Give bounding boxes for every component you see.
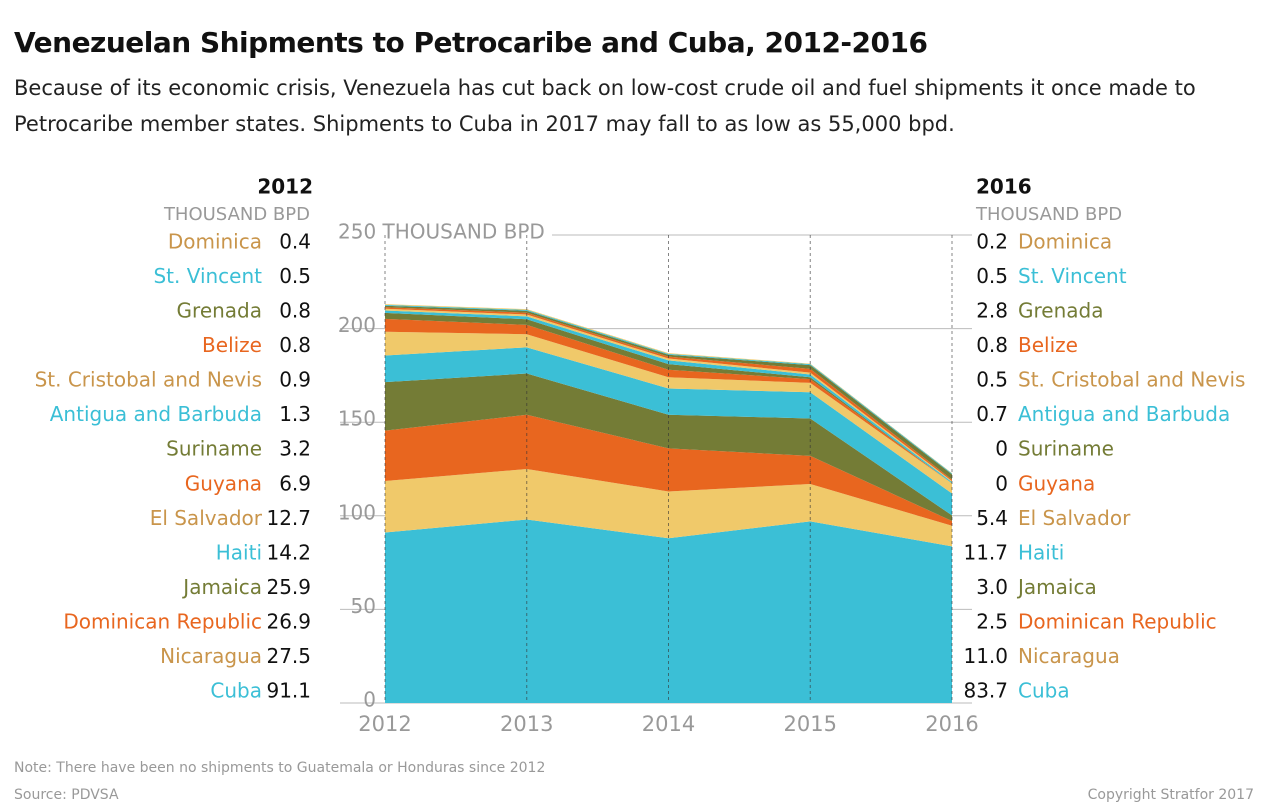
value-label: 0.8 — [279, 333, 311, 357]
area — [385, 310, 952, 484]
legend-label: El Salvador — [1018, 506, 1131, 530]
value-label: 0.7 — [976, 402, 1008, 426]
legend-label: Guyana — [1018, 471, 1095, 495]
legend-label: Belize — [202, 333, 262, 357]
right-unit: THOUSAND BPD — [975, 204, 1122, 225]
value-label: 26.9 — [266, 609, 311, 633]
area — [385, 308, 952, 483]
legend-label: St. Cristobal and Nevis — [1018, 368, 1245, 392]
copyright: Copyright Stratfor 2017 — [1088, 787, 1254, 803]
left-unit: THOUSAND BPD — [163, 204, 310, 225]
value-label: 0.4 — [279, 230, 311, 254]
legend-label: Nicaragua — [160, 644, 262, 668]
legend-label: St. Vincent — [153, 264, 262, 288]
legend-label: Dominica — [168, 230, 262, 254]
x-tick-label: 2012 — [358, 712, 411, 736]
chart-title: Venezuelan Shipments to Petrocaribe and … — [14, 26, 928, 59]
area — [385, 331, 952, 494]
legend-label: Jamaica — [181, 575, 262, 599]
legend-label: Belize — [1018, 333, 1078, 357]
value-label: 0 — [995, 437, 1008, 461]
value-label: 27.5 — [266, 644, 311, 668]
value-label: 5.4 — [976, 506, 1008, 530]
legend-label: Haiti — [216, 540, 262, 564]
x-tick-label: 2016 — [925, 712, 978, 736]
y-tick-label: 0 — [363, 688, 376, 712]
x-tick-label: 2013 — [500, 712, 553, 736]
legend-label: Suriname — [166, 437, 262, 461]
left-year: 2012 — [257, 175, 313, 199]
value-label: 11.7 — [963, 540, 1008, 564]
value-label: 0.8 — [976, 333, 1008, 357]
legend-label: Dominica — [1018, 230, 1112, 254]
value-label: 0.9 — [279, 368, 311, 392]
value-label: 3.0 — [976, 575, 1008, 599]
area — [385, 307, 952, 482]
legend-label: Dominican Republic — [1018, 609, 1217, 633]
legend-label: Grenada — [177, 299, 262, 323]
legend-label: St. Cristobal and Nevis — [35, 368, 262, 392]
x-tick-label: 2015 — [784, 712, 837, 736]
legend-label: Haiti — [1018, 540, 1064, 564]
legend-label: Jamaica — [1016, 575, 1097, 599]
value-label: 0.5 — [976, 264, 1008, 288]
area — [385, 318, 952, 484]
value-label: 12.7 — [266, 506, 311, 530]
legend-label: Cuba — [210, 679, 262, 703]
legend-label: Cuba — [1018, 679, 1070, 703]
y-tick-label: 50 — [351, 594, 376, 618]
area — [385, 347, 952, 516]
value-label: 0.5 — [976, 368, 1008, 392]
legend-label: Nicaragua — [1018, 644, 1120, 668]
source: Source: PDVSA — [14, 787, 119, 803]
y-tick-label: 100 — [338, 500, 376, 524]
y-tick-label: 250 THOUSAND BPD — [338, 220, 545, 244]
legend-label: Antigua and Barbuda — [1018, 402, 1230, 426]
value-label: 14.2 — [266, 540, 311, 564]
chart-subtitle: Because of its economic crisis, Venezuel… — [14, 76, 1196, 136]
value-label: 91.1 — [266, 679, 311, 703]
value-label: 11.0 — [963, 644, 1008, 668]
legend-label: El Salvador — [150, 506, 263, 530]
value-label: 0.2 — [976, 230, 1008, 254]
legend-label: Grenada — [1018, 299, 1103, 323]
y-tick-label: 150 — [338, 407, 376, 431]
legend-label: St. Vincent — [1018, 264, 1127, 288]
x-tick-label: 2014 — [642, 712, 695, 736]
legend-label: Antigua and Barbuda — [50, 402, 262, 426]
value-label: 25.9 — [266, 575, 311, 599]
note: Note: There have been no shipments to Gu… — [14, 760, 545, 776]
value-label: 0 — [995, 471, 1008, 495]
value-label: 0.5 — [279, 264, 311, 288]
y-tick-label: 200 — [338, 313, 376, 337]
legend-label: Guyana — [185, 471, 262, 495]
value-label: 2.5 — [976, 609, 1008, 633]
legend-label: Dominican Republic — [63, 609, 262, 633]
right-year: 2016 — [976, 175, 1032, 199]
value-label: 83.7 — [963, 679, 1008, 703]
value-label: 3.2 — [279, 437, 311, 461]
legend-label: Suriname — [1018, 437, 1114, 461]
value-label: 0.8 — [279, 299, 311, 323]
value-label: 2.8 — [976, 299, 1008, 323]
value-label: 1.3 — [279, 402, 311, 426]
value-label: 6.9 — [279, 471, 311, 495]
